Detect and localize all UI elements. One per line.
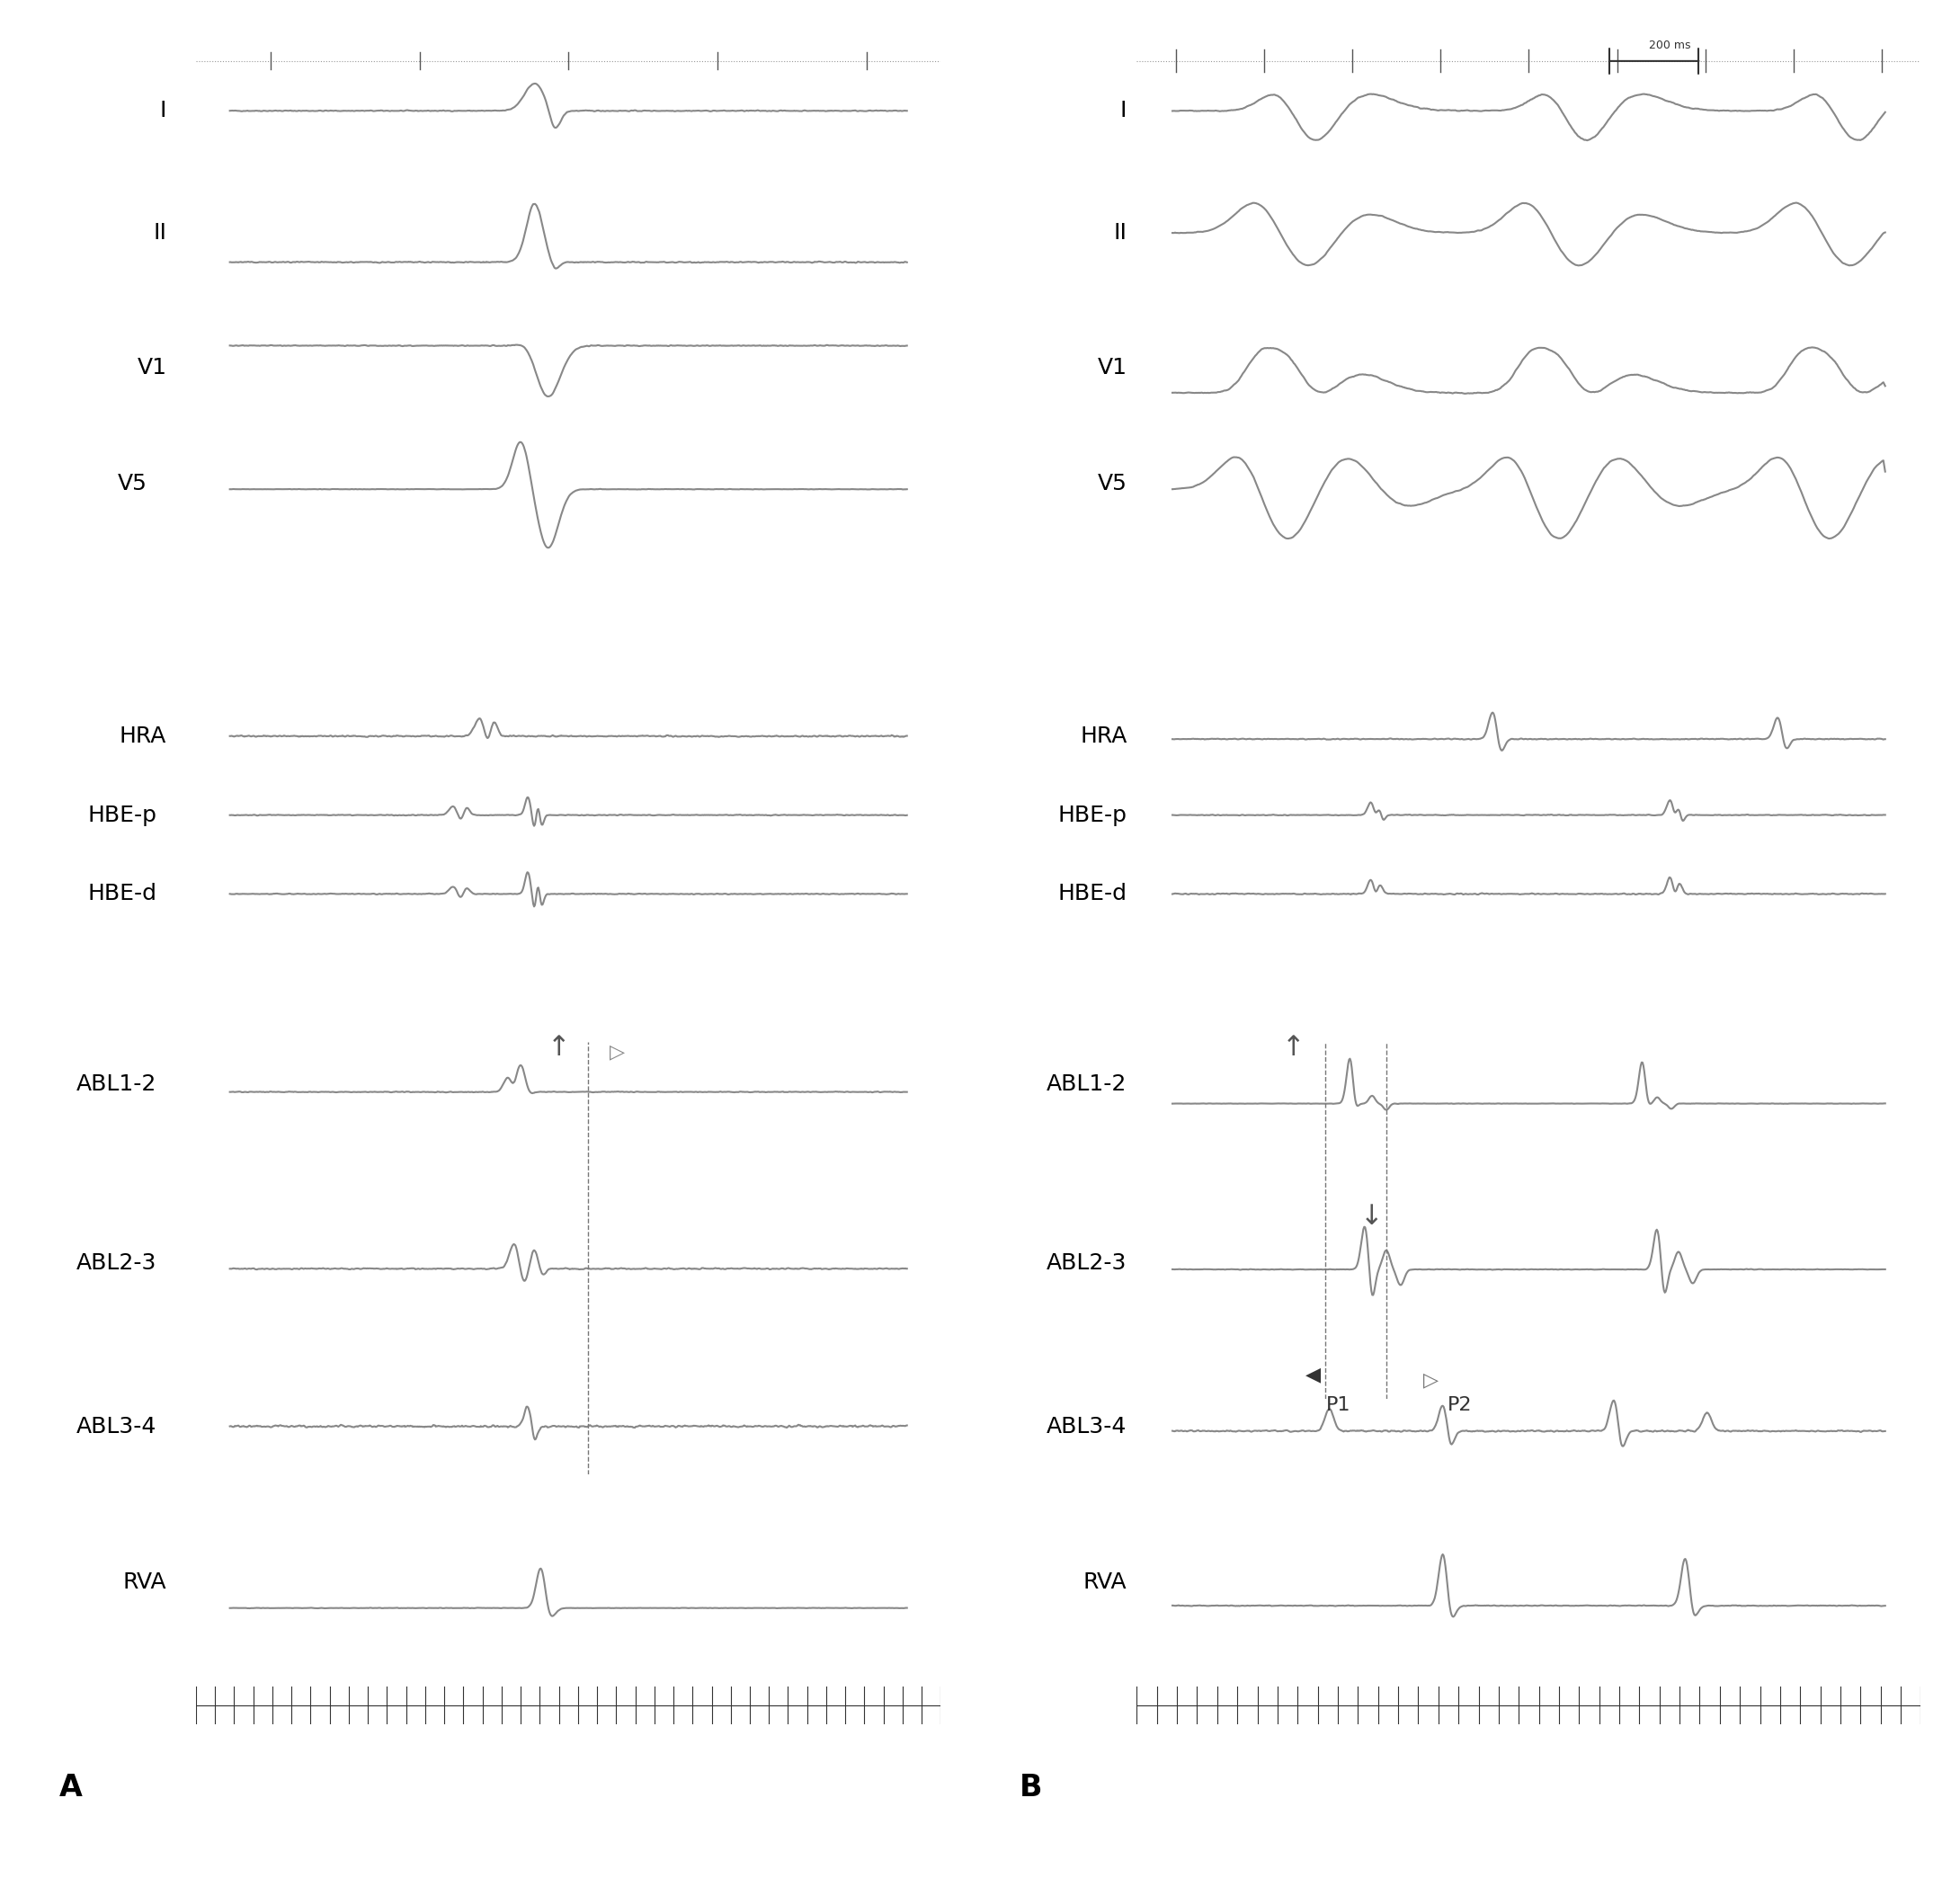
Text: ABL3-4: ABL3-4 [76,1416,157,1437]
Text: ↑: ↑ [547,1035,570,1061]
Text: RVA: RVA [1084,1572,1127,1593]
Text: HBE-p: HBE-p [88,804,157,826]
Text: HBE-d: HBE-d [88,883,157,905]
Text: ABL1-2: ABL1-2 [76,1074,157,1095]
Text: V1: V1 [137,357,167,379]
Text: HBE-d: HBE-d [1058,883,1127,905]
Text: HRA: HRA [120,725,167,747]
Text: V1: V1 [1098,357,1127,379]
Text: ABL2-3: ABL2-3 [76,1253,157,1273]
Text: ◀: ◀ [1305,1365,1321,1384]
Text: ↑: ↑ [1282,1035,1305,1061]
Text: ABL2-3: ABL2-3 [1047,1253,1127,1273]
Text: RVA: RVA [123,1572,167,1593]
Text: V5: V5 [1098,473,1127,494]
Text: A: A [59,1773,82,1803]
Text: HRA: HRA [1080,725,1127,747]
Text: ABL1-2: ABL1-2 [1047,1074,1127,1095]
Text: ▷: ▷ [610,1042,625,1061]
Text: V5: V5 [118,473,147,494]
Text: P2: P2 [1448,1395,1472,1414]
Text: II: II [1113,222,1127,244]
Text: HBE-p: HBE-p [1058,804,1127,826]
Text: I: I [1121,100,1127,122]
Text: B: B [1019,1773,1043,1803]
Text: II: II [153,222,167,244]
Text: I: I [161,100,167,122]
Text: ABL3-4: ABL3-4 [1047,1416,1127,1437]
Text: ▷: ▷ [1423,1371,1439,1390]
Text: P1: P1 [1327,1395,1350,1414]
Text: 200 ms: 200 ms [1648,39,1691,51]
Text: ↓: ↓ [1360,1204,1384,1230]
